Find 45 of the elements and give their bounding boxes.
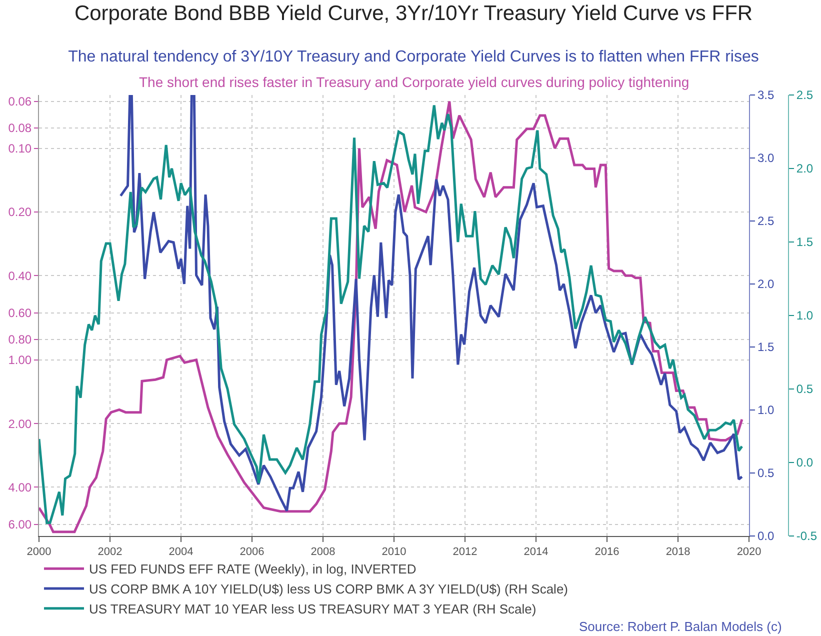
y3-tick-label: 0.0	[796, 456, 814, 470]
y-tick-label: 2.00	[8, 416, 32, 431]
x-tick-label: 2004	[168, 546, 194, 558]
y3-tick-label: 1.5	[796, 235, 814, 250]
y-tick-label: 4.00	[8, 480, 32, 494]
x-tick-label: 2012	[452, 546, 478, 558]
y2-tick-label: 0.5	[757, 466, 774, 480]
y-tick-label: 0.08	[8, 120, 32, 135]
y-tick-label: 0.06	[8, 94, 32, 109]
y2-tick-label: 2.5	[757, 214, 774, 228]
y-tick-label: 0.60	[8, 306, 32, 320]
text: The short end rises faster in Treasury and Corporate yield curves during policy tightening	[139, 74, 690, 90]
y3-tick-label: 1.0	[796, 308, 814, 323]
y-tick-label: 0.80	[8, 332, 32, 347]
y2-tick-label: 2.0	[757, 277, 774, 292]
x-tick-label: 2008	[310, 546, 336, 558]
y3-tick-label: -0.5	[796, 529, 818, 544]
y-tick-label: 1.00	[8, 353, 32, 368]
y2-tick-label: 1.0	[757, 403, 774, 418]
y2-tick-label: 0.0	[757, 529, 774, 544]
source-note: Source: Robert P. Balan Models (c)	[579, 619, 782, 634]
y3-tick-label: 2.0	[796, 162, 814, 176]
legend-label: US TREASURY MAT 10 YEAR less US TREASURY MAT 3 YEAR (RH Scale)	[89, 601, 536, 616]
legend-label: US FED FUNDS EFF RATE (Weekly), in log, INVERTED	[89, 562, 416, 577]
chart-title: Corporate Bond BBB Yield Curve, 3Yr/10Yr Treasury Yield Curve vs FFR	[74, 2, 753, 25]
x-tick-label: 2006	[240, 546, 264, 558]
x-tick-label: 2002	[98, 546, 122, 558]
y-tick-label: 0.40	[8, 268, 32, 283]
chart-subtitle: The natural tendency of 3Y/10Y Treasury and Corporate Yield Curves is to flatten when FFR rises	[68, 48, 759, 66]
x-tick-label: 2010	[382, 546, 406, 558]
y2-tick-label: 3.0	[757, 151, 774, 166]
y2-tick-label: 3.5	[757, 88, 774, 102]
y-tick-label: 0.20	[8, 205, 32, 220]
legend-label: US CORP BMK A 10Y YIELD(U$) less US CORP BMK A 3Y YIELD(U$) (RH Scale)	[89, 582, 568, 597]
x-tick-label: 2014	[524, 546, 548, 558]
x-tick-label: 2020	[736, 546, 762, 558]
x-tick-label: 2018	[666, 546, 690, 558]
x-tick-label: 2016	[594, 546, 620, 558]
y3-tick-label: 2.5	[796, 88, 814, 102]
line-series	[119, 95, 744, 512]
y2-tick-label: 1.5	[757, 340, 774, 354]
y-tick-label: 6.00	[8, 518, 32, 532]
x-tick-label: 2000	[26, 546, 52, 558]
y-tick-label: 0.10	[8, 141, 32, 156]
y3-tick-label: 0.5	[796, 382, 814, 396]
